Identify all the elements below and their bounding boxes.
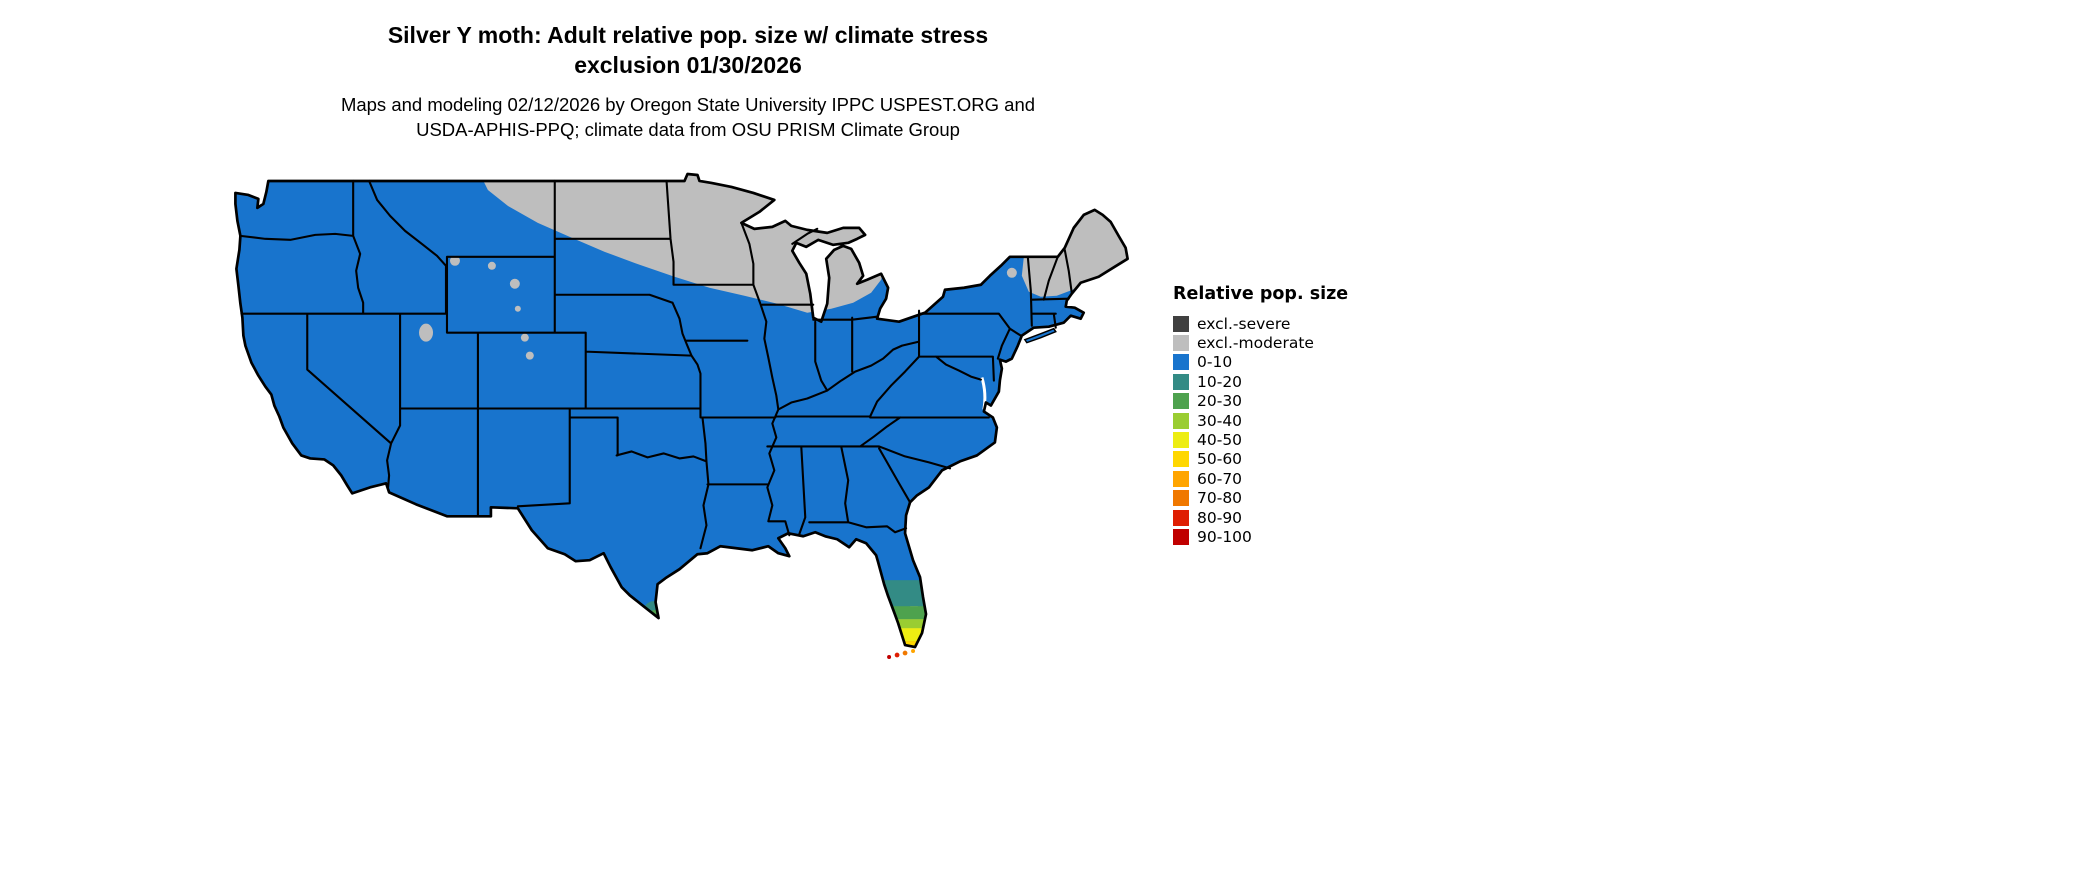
- figure-subtitle-line2: USDA-APHIS-PPQ; climate data from OSU PR…: [416, 119, 960, 140]
- legend-swatch: [1173, 354, 1189, 371]
- legend-item: 30-40: [1173, 411, 1403, 430]
- keys-dot: [894, 652, 900, 658]
- legend-swatch: [1173, 470, 1189, 487]
- long-island: [1023, 327, 1057, 344]
- legend-item-label: 50-60: [1197, 450, 1243, 469]
- legend-item: 60-70: [1173, 469, 1403, 488]
- legend-swatch: [1173, 528, 1189, 545]
- legend-item-label: 30-40: [1197, 411, 1243, 430]
- keys-dot: [911, 649, 916, 654]
- legend-item: 90-100: [1173, 527, 1403, 546]
- legend-item-label: 40-50: [1197, 431, 1243, 450]
- map-hotspot-florida-band-30-40: [829, 619, 949, 629]
- legend-item-label: 10-20: [1197, 372, 1243, 391]
- legend-item-label: 80-90: [1197, 508, 1243, 527]
- legend-swatch: [1173, 509, 1189, 526]
- map-hotspot-texas-30-40: [650, 618, 661, 631]
- legend-item: excl.-moderate: [1173, 333, 1403, 352]
- map-hotspot-texas-20-30: [647, 610, 663, 629]
- legend-title: Relative pop. size: [1173, 284, 1349, 304]
- figure-subtitle-line1: Maps and modeling 02/12/2026 by Oregon S…: [340, 94, 1036, 115]
- legend-swatch: [1173, 490, 1189, 507]
- map-exclusion-patches: [419, 255, 1017, 612]
- legend-item-label: 60-70: [1197, 469, 1243, 488]
- legend-item-label: excl.-severe: [1197, 314, 1291, 333]
- figure-title-line2: exclusion 01/30/2026: [574, 52, 802, 78]
- legend-item-label: 0-10: [1197, 353, 1233, 372]
- legend-swatch: [1173, 412, 1189, 429]
- legend-item-label: 70-80: [1197, 489, 1243, 508]
- legend-item: excl.-severe: [1173, 314, 1403, 333]
- legend-item: 20-30: [1173, 392, 1403, 411]
- legend-swatch: [1173, 373, 1189, 390]
- map-region-exclusion-northeast: [1021, 205, 1128, 297]
- figure-title: Silver Y moth: Adult relative pop. size …: [0, 20, 1376, 80]
- us-map-svg: [234, 172, 1129, 660]
- figure-subtitle: Maps and modeling 02/12/2026 by Oregon S…: [0, 92, 1376, 142]
- legend-item-label: excl.-moderate: [1197, 334, 1314, 353]
- legend-swatch: [1173, 315, 1189, 332]
- map-hotspot-florida-keys: [887, 649, 916, 660]
- us-outline: [234, 172, 1129, 649]
- legend-swatch: [1173, 432, 1189, 449]
- keys-dot: [887, 655, 892, 660]
- us-map: [230, 166, 1144, 665]
- map-legend: Relative pop. size excl.-severe excl.-mo…: [1173, 284, 1403, 547]
- map-hotspot-florida-band-40-50: [829, 628, 949, 642]
- legend-item: 40-50: [1173, 430, 1403, 449]
- map-hotspot-florida-band-20-30: [829, 606, 949, 620]
- legend-item: 80-90: [1173, 508, 1403, 527]
- legend-item-label: 90-100: [1197, 527, 1252, 546]
- legend-swatch: [1173, 393, 1189, 410]
- map-hotspot-texas-40-50: [652, 624, 659, 632]
- state-borders: [239, 179, 1073, 550]
- legend-item: 70-80: [1173, 489, 1403, 508]
- legend-item: 0-10: [1173, 353, 1403, 372]
- legend-swatch: [1173, 335, 1189, 352]
- legend-item-label: 20-30: [1197, 392, 1243, 411]
- map-fill-layer: [235, 173, 1128, 648]
- legend-item: 50-60: [1173, 450, 1403, 469]
- legend-swatch: [1173, 451, 1189, 468]
- figure-title-line1: Silver Y moth: Adult relative pop. size …: [387, 22, 989, 48]
- map-hotspot-florida-band-50-60: [829, 641, 949, 647]
- keys-dot: [902, 650, 908, 656]
- legend-item: 10-20: [1173, 372, 1403, 391]
